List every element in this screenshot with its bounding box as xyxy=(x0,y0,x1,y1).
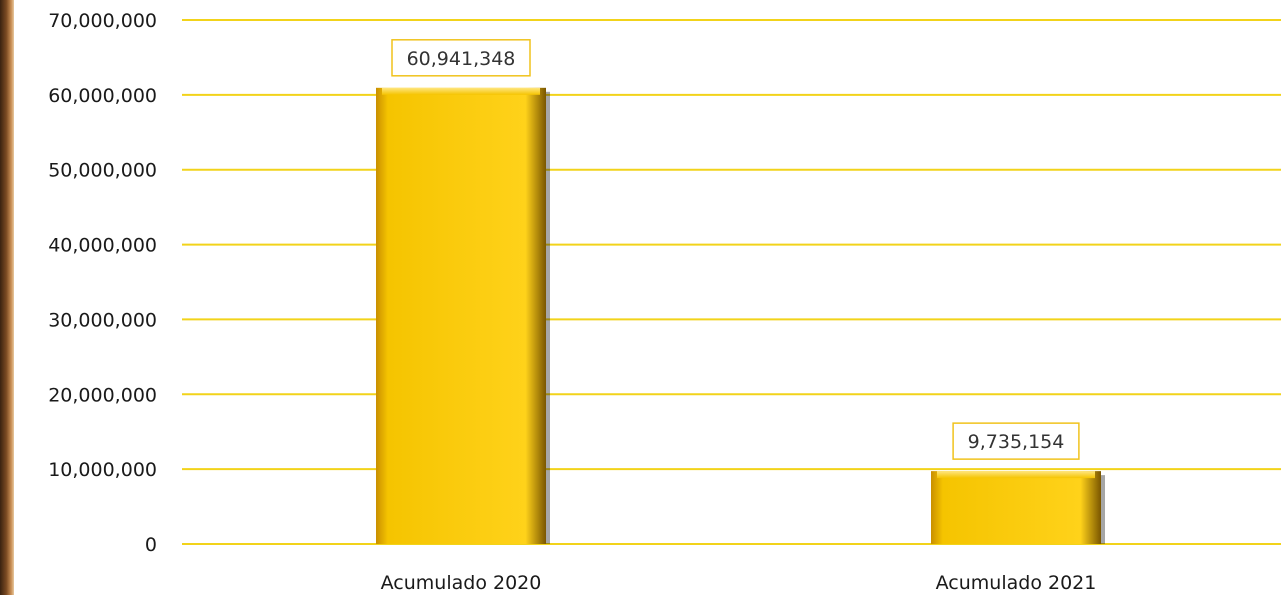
data-label: 9,735,154 xyxy=(968,431,1065,453)
bar-body xyxy=(376,87,546,544)
bar-top-bevel xyxy=(382,87,540,95)
y-tick-label: 40,000,000 xyxy=(48,235,157,257)
bar-body xyxy=(931,471,1101,544)
x-category-label: Acumulado 2021 xyxy=(936,572,1097,594)
data-label-box xyxy=(391,39,531,77)
y-tick-label: 30,000,000 xyxy=(48,309,157,331)
bar xyxy=(376,87,550,544)
y-tick-label: 60,000,000 xyxy=(48,85,157,107)
bar xyxy=(931,471,1105,544)
data-label: 60,941,348 xyxy=(407,48,516,70)
y-tick-label: 70,000,000 xyxy=(48,10,157,32)
x-category-label: Acumulado 2020 xyxy=(381,572,542,594)
y-tick-label: 20,000,000 xyxy=(48,384,157,406)
y-tick-label: 50,000,000 xyxy=(48,160,157,182)
y-tick-label: 10,000,000 xyxy=(48,459,157,481)
bar-top-bevel xyxy=(937,471,1095,479)
left-edge-decoration xyxy=(0,0,14,595)
data-label-box xyxy=(952,422,1080,460)
y-tick-label: 0 xyxy=(145,534,157,556)
